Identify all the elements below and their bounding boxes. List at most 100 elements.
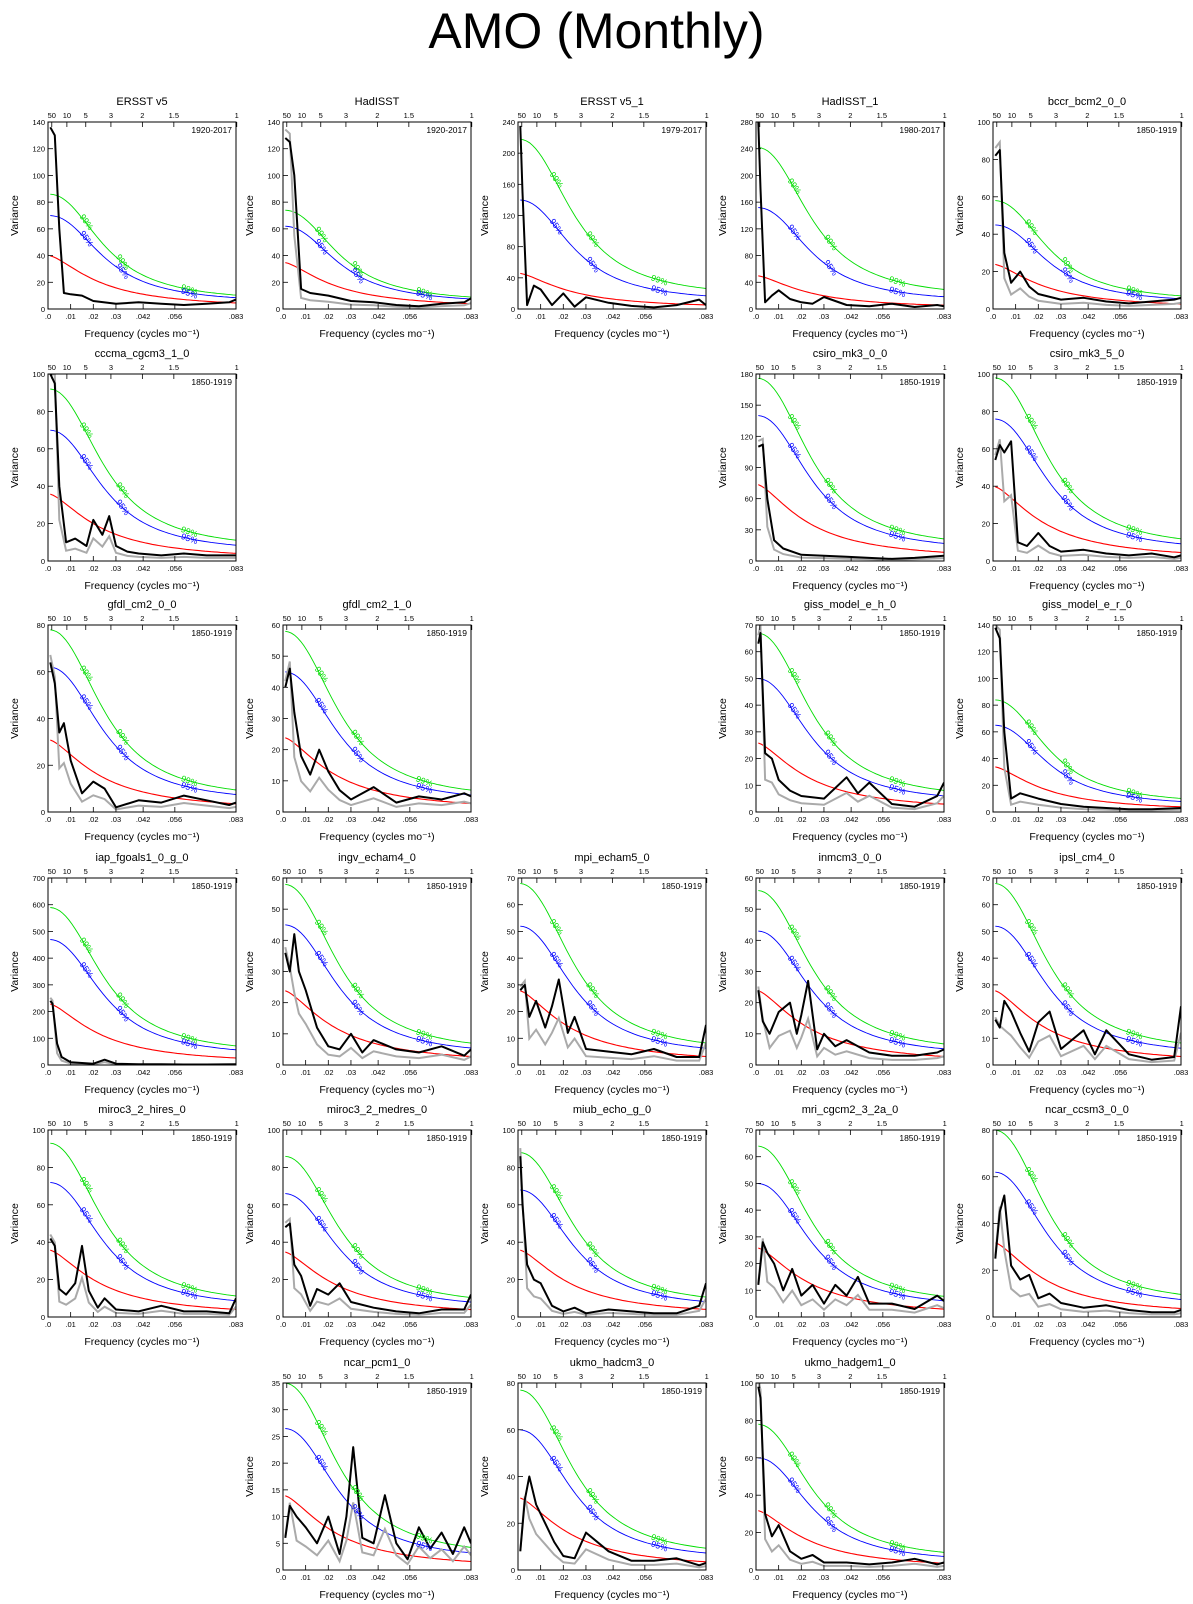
x-tick-label: .02 xyxy=(796,1068,806,1077)
x-tick-label: .0 xyxy=(45,1320,51,1329)
x-tick-label: .03 xyxy=(819,1573,829,1582)
panel-period-label: 1850-1919 xyxy=(426,628,467,638)
reference-spectrum xyxy=(994,439,1181,560)
panel-curves xyxy=(994,625,1181,812)
period-tick-label: 50 xyxy=(518,1119,526,1128)
period-tick-label: 5 xyxy=(1029,111,1033,120)
confidence-label: 99% xyxy=(78,420,96,440)
panel-curves xyxy=(519,882,706,1062)
x-tick-label: .0 xyxy=(280,1068,286,1077)
sig99-curve xyxy=(285,209,471,298)
x-tick-label: .042 xyxy=(844,1320,859,1329)
period-tick-label: 3 xyxy=(1054,614,1058,623)
y-tick-label: 80 xyxy=(272,1163,280,1172)
y-tick-label: 100 xyxy=(502,1126,515,1135)
y-tick-label: 100 xyxy=(32,1034,45,1043)
y-tick-label: 700 xyxy=(32,874,45,883)
period-tick-label: 2 xyxy=(610,867,614,876)
panel-period-label: 1850-1919 xyxy=(899,1386,940,1396)
sig95-curve xyxy=(995,224,1181,300)
y-tick-label: 30 xyxy=(745,1233,753,1242)
y-tick-label: 60 xyxy=(982,445,990,454)
spectrum-panel: HadISST1920-201799%95%99%95%99%95%.0.01.… xyxy=(244,96,478,340)
y-tick-label: 20 xyxy=(37,1276,45,1285)
y-tick-label: 60 xyxy=(37,445,45,454)
x-tick-label: .056 xyxy=(638,312,653,321)
x-tick-label: .042 xyxy=(136,564,151,573)
panel-curves xyxy=(519,125,706,309)
red-noise-curve xyxy=(285,262,471,305)
y-tick-label: 10 xyxy=(982,1034,990,1043)
y-tick-label: 60 xyxy=(982,1173,990,1182)
panel-title: bccr_bcm2_0_0 xyxy=(1048,96,1126,108)
panel-title: cccma_cgcm3_1_0 xyxy=(95,348,190,360)
x-tick-label: .0 xyxy=(280,1573,286,1582)
period-tick-label: 2 xyxy=(848,614,852,623)
confidence-label: 99% xyxy=(822,728,840,748)
red-noise-curve xyxy=(995,1242,1181,1310)
panel-curves xyxy=(284,630,471,808)
x-tick-label: .01 xyxy=(1010,1068,1020,1077)
spectrum-panel: ERSST v51920-201799%95%99%95%99%95%.0.01… xyxy=(9,96,243,340)
x-tick-label: .02 xyxy=(558,1320,568,1329)
reference-spectrum xyxy=(49,654,236,811)
confidence-label: 99% xyxy=(313,1418,331,1438)
y-tick-label: 20 xyxy=(272,1459,280,1468)
x-tick-label: .042 xyxy=(844,564,859,573)
period-tick-label: 50 xyxy=(993,111,1001,120)
x-axis-label: Frequency (cycles mo⁻¹) xyxy=(792,328,907,340)
x-axis-label: Frequency (cycles mo⁻¹) xyxy=(1029,831,1144,843)
y-tick-label: 0 xyxy=(986,808,990,817)
confidence-label: 99% xyxy=(786,1177,804,1197)
x-tick-label: .083 xyxy=(937,1320,952,1329)
confidence-label: 99% xyxy=(822,233,840,253)
x-tick-label: .083 xyxy=(937,815,952,824)
reference-spectrum xyxy=(284,1216,471,1316)
y-tick-label: 0 xyxy=(276,1313,280,1322)
x-tick-label: .083 xyxy=(937,1068,952,1077)
sig99-curve xyxy=(758,1145,944,1297)
sig95-curve xyxy=(520,925,706,1049)
plot-frame xyxy=(47,624,237,813)
y-tick-label: 0 xyxy=(986,1061,990,1070)
x-tick-label: .056 xyxy=(403,312,418,321)
panel-period-label: 1850-1919 xyxy=(426,1386,467,1396)
y-axis-label: Variance xyxy=(9,447,21,488)
y-tick-label: 30 xyxy=(982,981,990,990)
y-tick-label: 30 xyxy=(272,968,280,977)
period-tick-label: 5 xyxy=(792,614,796,623)
x-tick-label: .0 xyxy=(990,1068,996,1077)
y-axis-label: Variance xyxy=(9,951,21,992)
period-tick-label: 1.5 xyxy=(639,1372,649,1381)
y-axis-label: Variance xyxy=(717,951,729,992)
x-tick-label: .083 xyxy=(937,1573,952,1582)
sig95-curve xyxy=(995,1171,1181,1300)
red-noise-curve xyxy=(50,1003,236,1059)
x-axis-label: Frequency (cycles mo⁻¹) xyxy=(319,328,434,340)
sig99-curve xyxy=(758,1423,944,1553)
spectrum-line xyxy=(994,1194,1181,1314)
spectrum-panel: ERSST v5_11979-201799%95%99%95%99%95%.0.… xyxy=(479,96,713,340)
sig95-curve xyxy=(50,1181,236,1302)
reference-spectrum xyxy=(519,1148,706,1316)
spectrum-line xyxy=(757,1386,944,1566)
y-tick-label: 20 xyxy=(982,1008,990,1017)
x-tick-label: .042 xyxy=(136,312,151,321)
y-tick-label: 80 xyxy=(745,1416,753,1425)
y-axis-label: Variance xyxy=(479,1456,491,1497)
confidence-label: 95% xyxy=(786,222,804,242)
panel-title: miroc3_2_hires_0 xyxy=(98,1104,185,1116)
spectrum-panel: gfdl_cm2_0_01850-191999%95%99%95%99%95%.… xyxy=(9,599,243,843)
period-tick-label: 3 xyxy=(817,111,821,120)
y-tick-label: 0 xyxy=(276,808,280,817)
confidence-label: 99% xyxy=(548,1423,566,1443)
y-tick-label: 20 xyxy=(272,1276,280,1285)
red-noise-curve xyxy=(758,484,944,553)
confidence-label: 99% xyxy=(786,1449,804,1469)
period-tick-label: 1 xyxy=(943,111,947,120)
x-tick-label: .0 xyxy=(990,564,996,573)
sig99-curve xyxy=(285,1383,471,1548)
x-tick-label: .01 xyxy=(773,1573,783,1582)
sig95-curve xyxy=(995,925,1181,1049)
